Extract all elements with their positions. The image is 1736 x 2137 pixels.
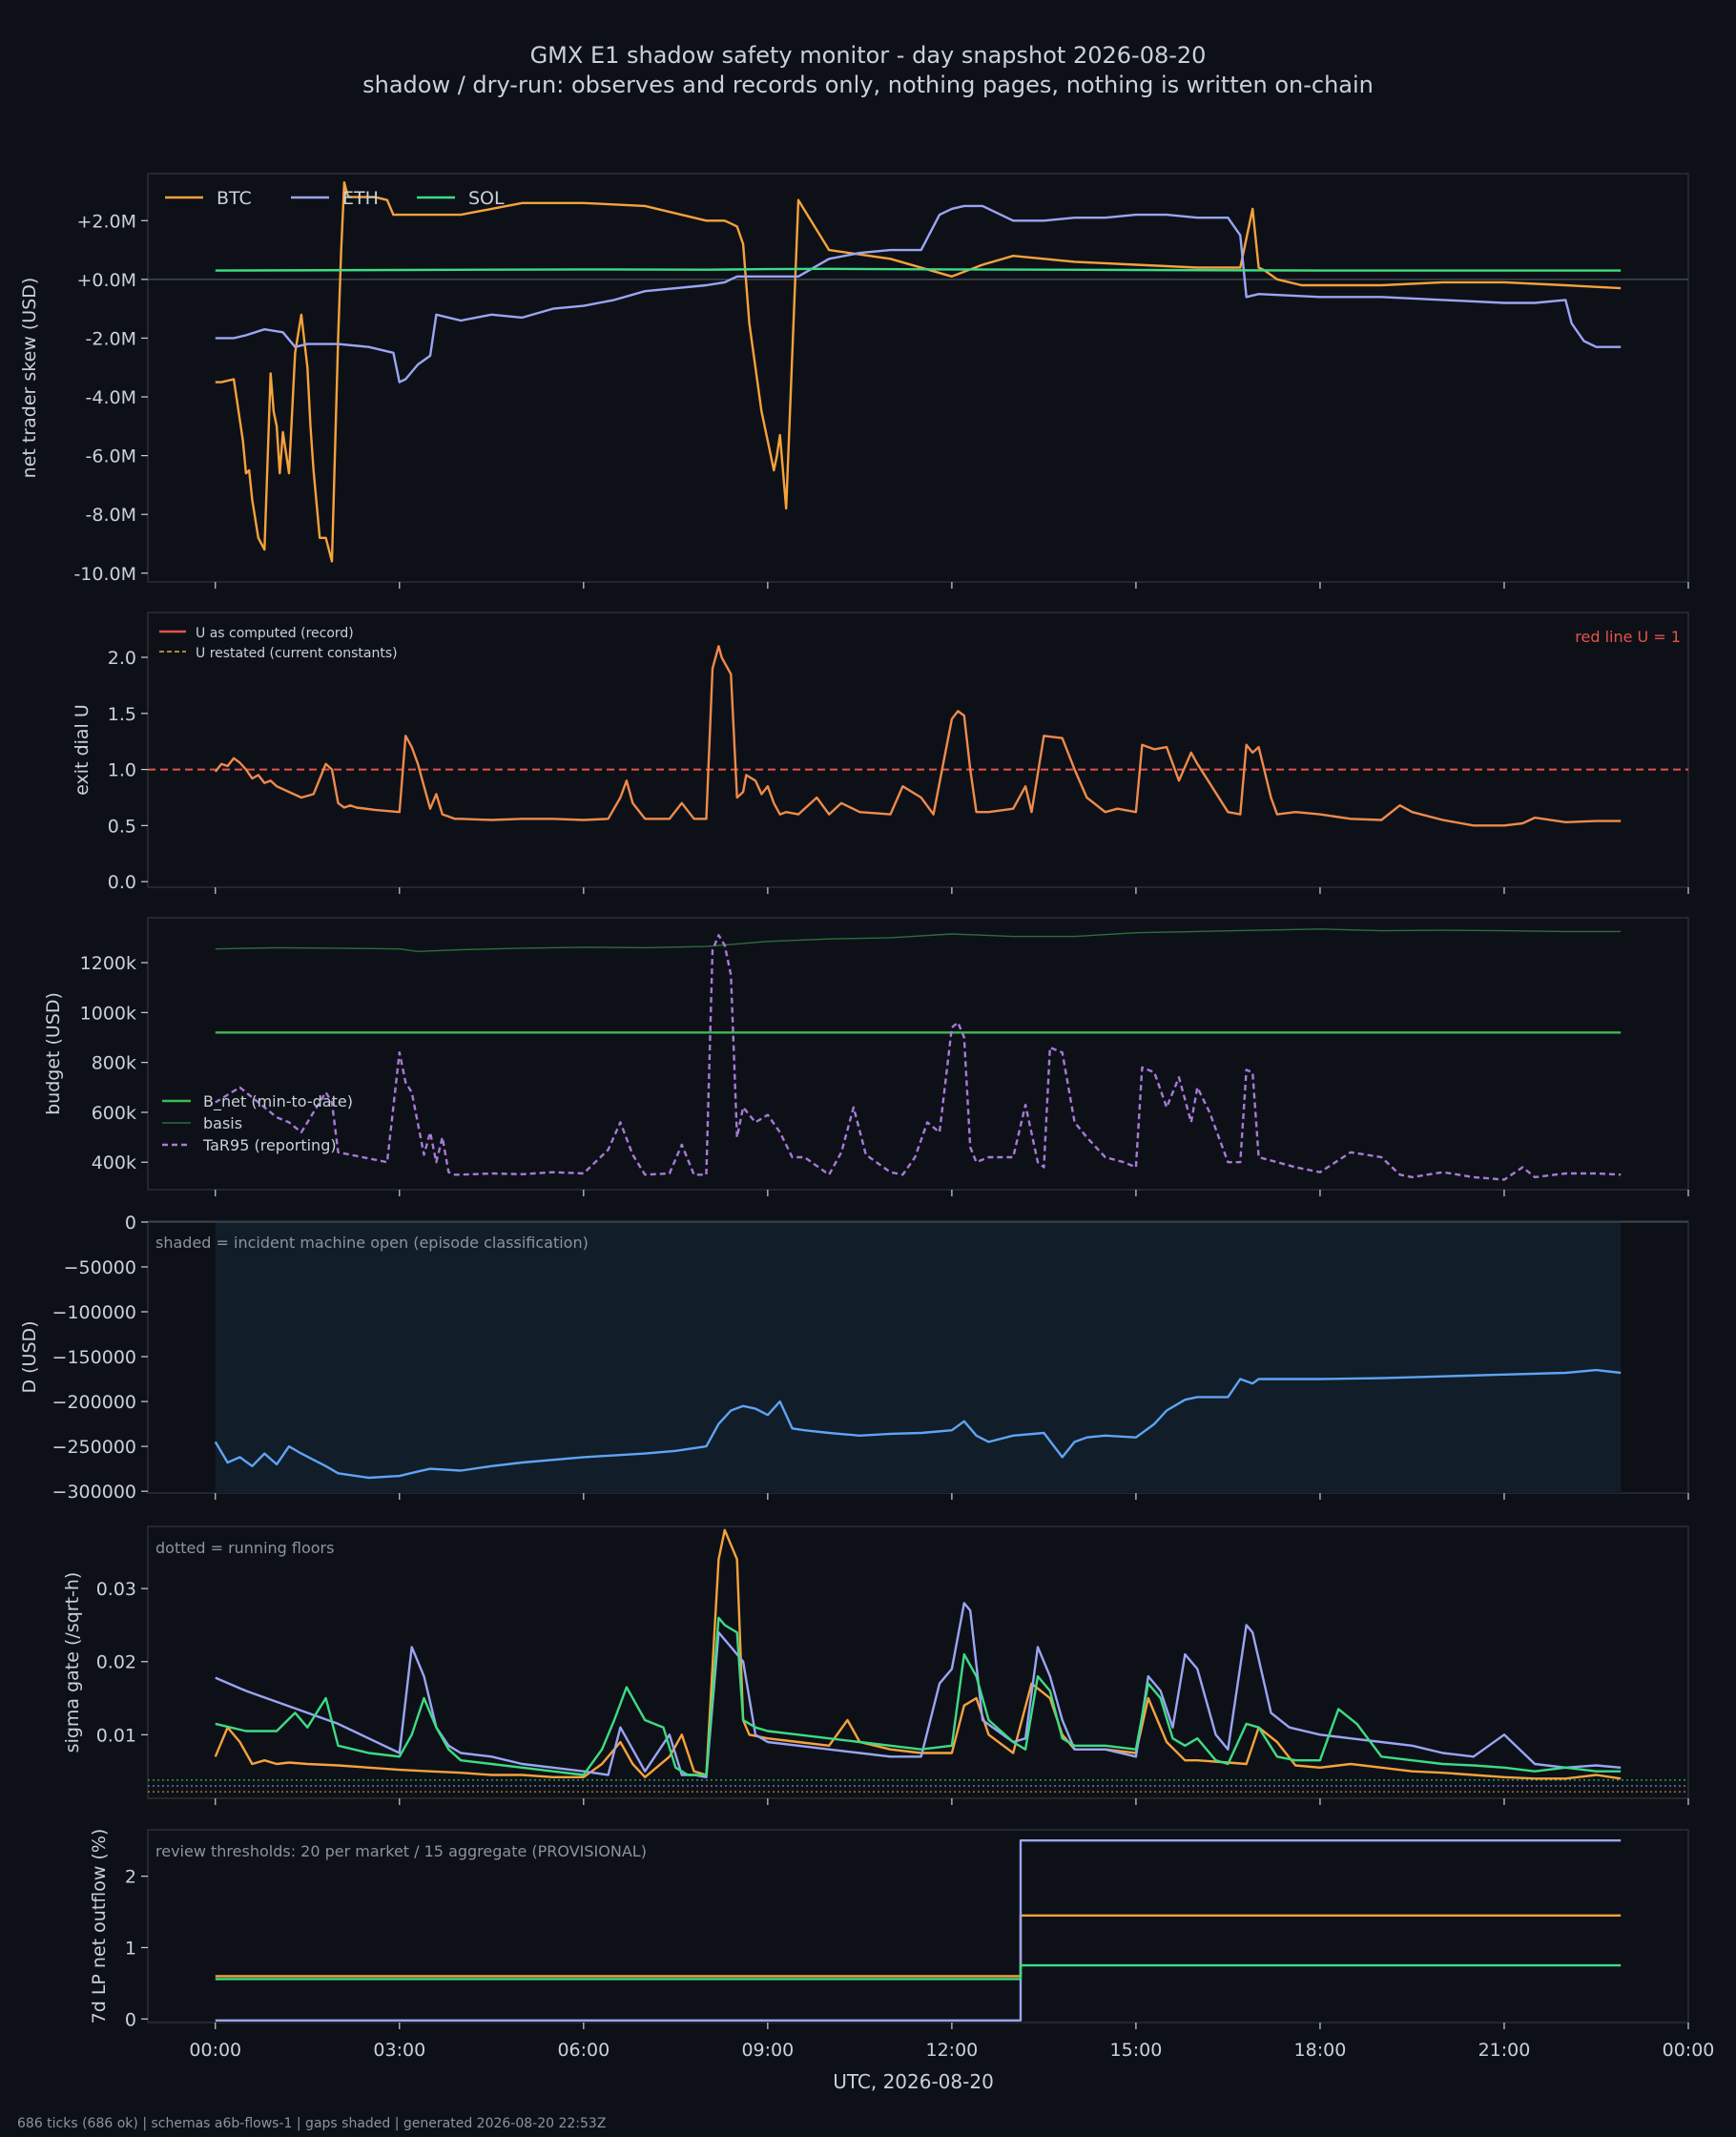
y-tick-label: 2.0	[108, 648, 136, 669]
x-tick-label: 12:00	[926, 2040, 979, 2061]
y-tick-label: 0.03	[96, 1579, 136, 1600]
panel-frame	[147, 1829, 1689, 2023]
panel-annotation: dotted = running floors	[155, 1539, 334, 1557]
y-tick-label: -6.0M	[86, 446, 136, 467]
y-tick-label: 1000k	[80, 1003, 136, 1024]
legend-label: ETH	[342, 188, 379, 209]
y-tick-label: 1.5	[108, 704, 136, 725]
panel-4: 0 −50000 −100000 −150000 −200000 −250000 −3000…	[19, 1213, 1689, 1503]
series-line-btc	[215, 180, 1622, 563]
y-tick-label: -2.0M	[86, 328, 136, 349]
legend-label: SOL	[468, 188, 505, 209]
y-axis-label: D (USD)	[19, 1320, 40, 1393]
x-tick-label: 06:00	[557, 2040, 610, 2061]
y-tick-label: 600k	[92, 1103, 136, 1124]
legend-label: TaR95 (reporting)	[202, 1136, 337, 1154]
x-tick-label: 00:00	[189, 2040, 241, 2061]
y-tick-label: 0.0	[108, 872, 136, 893]
panel-2: 0.0 0.5 1.0 1.5 2.0 exit dial U red line U = 1…	[72, 612, 1689, 894]
series-line-btc	[214, 1528, 1622, 1780]
y-tick-label: 1	[125, 1938, 136, 1959]
legend-label: U as computed (record)	[196, 626, 354, 641]
y-tick-label: −100000	[52, 1302, 136, 1323]
series-line-sol	[215, 1616, 1622, 1776]
y-tick-label: 400k	[92, 1152, 136, 1173]
y-tick-label: 0.5	[108, 816, 136, 837]
panel-annotation: review thresholds: 20 per market / 15 ag…	[155, 1842, 647, 1860]
series-line-tar95-reporting-	[215, 934, 1622, 1181]
y-tick-label: 0.02	[96, 1652, 136, 1673]
panel-3: 400k 600k 800k 1000k 1200k budget (USD) B_net …	[43, 917, 1689, 1196]
x-tick-label: 00:00	[1663, 2040, 1715, 2061]
x-tick-label: 03:00	[373, 2040, 425, 2061]
y-tick-label: +2.0M	[76, 211, 136, 232]
panel-5: 0.01 0.02 0.03 sigma gate (/sqrt-h) dotted =…	[62, 1525, 1689, 1805]
series-line-eth	[215, 204, 1622, 384]
y-tick-label: -8.0M	[86, 505, 136, 526]
panel-6: 0 1 2 00:00 03:00 06:00 09:00 12:00 15:00 18:00 21…	[89, 1829, 1714, 2093]
incident-shade	[215, 1221, 1622, 1493]
x-tick-label: 15:00	[1110, 2040, 1163, 2061]
series-line-eth	[215, 1602, 1622, 1779]
y-tick-label: 2	[125, 1867, 136, 1888]
y-axis-label: sigma gate (/sqrt-h)	[62, 1572, 83, 1753]
series-line-sol	[215, 267, 1622, 272]
panel-1: +2.0M +0.0M -2.0M -4.0M -6.0M -8.0M -10.0M net …	[19, 173, 1689, 589]
x-tick-label: 18:00	[1294, 2040, 1347, 2061]
series-line-d	[214, 1368, 1622, 1480]
y-axis-label: budget (USD)	[43, 992, 64, 1115]
series-line-sol	[215, 1963, 1622, 1981]
y-axis-label: 7d LP net outflow (%)	[89, 1829, 110, 2024]
y-axis-label: net trader skew (USD)	[19, 278, 40, 479]
y-tick-label: −150000	[52, 1347, 136, 1368]
panel-annotation: shaded = incident machine open (episode …	[155, 1234, 589, 1252]
y-tick-label: −250000	[52, 1437, 136, 1458]
panel-frame	[147, 917, 1689, 1191]
series-line-eth	[215, 1838, 1622, 2023]
y-tick-label: -4.0M	[86, 387, 136, 408]
legend-label: U restated (current constants)	[196, 646, 398, 661]
chart-panels: +2.0M +0.0M -2.0M -4.0M -6.0M -8.0M -10.0M net …	[19, 173, 1714, 2093]
x-axis-label: UTC, 2026-08-20	[833, 2070, 994, 2093]
y-tick-label: −50000	[64, 1257, 136, 1278]
figure-subtitle: shadow / dry-run: observes and records o…	[362, 72, 1374, 98]
y-axis-label: exit dial U	[72, 704, 93, 796]
figure-footer: 686 ticks (686 ok) | schemas a6b-flows-1…	[17, 2116, 606, 2131]
series-line-u-as-computed-record-	[214, 645, 1622, 827]
y-tick-label: -10.0M	[73, 564, 136, 585]
y-tick-label: −200000	[52, 1392, 136, 1413]
figure-title: GMX E1 shadow safety monitor - day snaps…	[530, 42, 1207, 69]
legend-label: basis	[203, 1114, 242, 1132]
legend-label: BTC	[217, 188, 252, 209]
series-line-basis	[215, 928, 1622, 952]
y-tick-label: 0.01	[96, 1725, 136, 1746]
y-tick-label: −300000	[52, 1482, 136, 1503]
y-tick-label: 1.0	[108, 760, 136, 781]
x-tick-label: 09:00	[741, 2040, 794, 2061]
x-tick-label: 21:00	[1478, 2040, 1531, 2061]
y-tick-label: 800k	[92, 1053, 136, 1074]
y-tick-label: 0	[125, 1213, 136, 1234]
y-tick-label: 0	[125, 2009, 136, 2030]
red-line-label: red line U = 1	[1575, 628, 1681, 646]
legend-label: B_net (min-to-date)	[203, 1092, 353, 1111]
y-tick-label: 1200k	[80, 953, 136, 974]
panel-frame	[147, 173, 1689, 583]
y-tick-label: +0.0M	[76, 270, 136, 291]
